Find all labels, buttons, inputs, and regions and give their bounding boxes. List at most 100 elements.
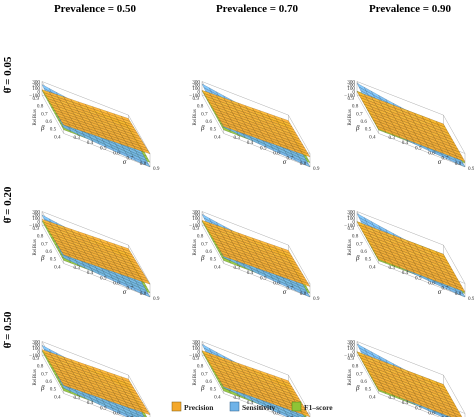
beta-tick-label: 0.7	[356, 111, 363, 117]
z-axis-label: RelBias	[347, 239, 353, 255]
sigma-tick-label: 0.3	[74, 395, 81, 401]
sigma-tick-label: 0.3	[389, 265, 396, 271]
z-tick-label: 200	[347, 343, 355, 349]
box-edge	[356, 341, 444, 376]
beta-tick-label: 0.9	[33, 356, 40, 362]
beta-tick-label: 0.5	[210, 387, 217, 393]
sigma-tick-label: 0.4	[247, 140, 254, 146]
sigma-tick-label: 0.6	[428, 281, 435, 287]
box-edge	[443, 244, 466, 284]
legend-swatch-f1	[291, 401, 302, 412]
z-tick-label: 300	[347, 209, 355, 215]
panels: 3002001000−100RelBias0.90.80.70.60.50.4β…	[29, 79, 474, 417]
z-tick-label: 200	[192, 213, 200, 219]
sigma-tick-label: 0.7	[287, 416, 294, 417]
sigma-tick-label: 0.3	[74, 135, 81, 141]
z-tick-label: 200	[192, 83, 200, 89]
sigma-tick-label: 0.5	[100, 145, 107, 151]
sigma-tick-label: 0.8	[140, 161, 147, 167]
z-tick-label: 0	[197, 89, 200, 95]
z-tick-label: 200	[32, 343, 40, 349]
z-tick-label: 0	[352, 89, 355, 95]
z-tick-label: −100	[29, 223, 40, 229]
z-tick-label: 300	[32, 209, 40, 215]
z-tick-label: −100	[344, 223, 355, 229]
beta-axis-label: β	[40, 254, 45, 262]
beta-axis-label: β	[200, 384, 205, 392]
panel-r3-c2: 3002001000−100RelBias0.90.80.70.60.50.4β…	[189, 339, 311, 417]
surface-cell-precision	[280, 117, 291, 124]
surface-cell-precision	[435, 251, 446, 258]
beta-tick-label: 0.8	[197, 104, 204, 110]
box-edge	[63, 263, 151, 298]
beta-tick-label: 0.8	[352, 104, 359, 110]
sigma-tick-label: 0.7	[127, 416, 134, 417]
box-edge	[41, 81, 129, 116]
sigma-tick-label: 0.8	[455, 291, 462, 297]
beta-tick-label: 0.4	[369, 264, 376, 270]
panel-r2-c2: 3002001000−100RelBias0.90.80.70.60.50.4β…	[189, 209, 320, 302]
surface-cell-precision	[435, 381, 446, 388]
beta-tick-label: 0.7	[356, 371, 363, 377]
sigma-tick-label: 0.3	[234, 265, 241, 271]
legend-swatch-sensitivity	[229, 401, 240, 412]
beta-tick-label: 0.8	[37, 234, 44, 240]
sigma-tick-label: 0.6	[273, 151, 280, 157]
sigma-tick-label: 0.9	[313, 296, 320, 302]
beta-tick-label: 0.6	[360, 119, 367, 125]
box-edge	[223, 263, 311, 298]
surface-cell-precision	[120, 115, 131, 122]
z-tick-label: 300	[347, 79, 355, 85]
panel-r3-c3: 3002001000−100RelBias0.90.80.70.60.50.4β…	[344, 339, 466, 417]
sigma-tick-label: 0.5	[260, 405, 267, 411]
sigma-tick-label: 0.8	[455, 161, 462, 167]
z-tick-label: 300	[347, 339, 355, 345]
sigma-tick-label: 0.5	[260, 145, 267, 151]
sigma-tick-label: 0.3	[74, 265, 81, 271]
z-axis-label: RelBias	[192, 369, 198, 385]
beta-tick-label: 0.8	[352, 234, 359, 240]
z-axis-label: RelBias	[347, 369, 353, 385]
z-tick-label: 0	[352, 349, 355, 355]
box-edge	[63, 393, 125, 417]
sigma-tick-label: 0.3	[234, 135, 241, 141]
z-tick-label: 300	[192, 339, 200, 345]
z-tick-label: 100	[192, 86, 200, 92]
beta-tick-label: 0.9	[348, 96, 355, 102]
beta-tick-label: 0.8	[37, 364, 44, 370]
beta-tick-label: 0.9	[33, 96, 40, 102]
beta-axis-label: β	[40, 384, 45, 392]
beta-tick-label: 0.4	[54, 264, 61, 270]
z-tick-label: 200	[347, 213, 355, 219]
z-axis-label: RelBias	[32, 239, 38, 255]
beta-tick-label: 0.7	[41, 111, 48, 117]
beta-tick-label: 0.4	[54, 394, 61, 400]
beta-tick-label: 0.6	[45, 249, 52, 255]
sigma-tick-label: 0.3	[234, 395, 241, 401]
sigma-tick-label: 0.7	[442, 286, 449, 292]
beta-tick-label: 0.9	[348, 356, 355, 362]
beta-tick-label: 0.4	[369, 394, 376, 400]
beta-tick-label: 0.6	[45, 379, 52, 385]
box-edge	[41, 211, 129, 246]
sigma-tick-label: 0.4	[402, 400, 409, 406]
box-edge	[288, 374, 311, 414]
z-axis-label: RelBias	[32, 109, 38, 125]
sigma-tick-label: 0.5	[100, 405, 107, 411]
box-edge	[41, 224, 64, 264]
beta-tick-label: 0.4	[369, 134, 376, 140]
box-edge	[223, 393, 285, 417]
sigma-tick-label: 0.4	[87, 270, 94, 276]
beta-tick-label: 0.9	[33, 226, 40, 232]
beta-tick-label: 0.8	[352, 364, 359, 370]
z-tick-label: −100	[189, 93, 200, 99]
beta-axis-label: β	[355, 384, 360, 392]
z-tick-label: −100	[344, 93, 355, 99]
sigma-tick-label: 0.4	[247, 270, 254, 276]
sigma-tick-label: 0.9	[313, 166, 320, 172]
z-tick-label: 100	[32, 86, 40, 92]
z-tick-label: 100	[32, 346, 40, 352]
beta-tick-label: 0.5	[50, 387, 57, 393]
sigma-tick-label: 0.7	[127, 156, 134, 162]
box-edge	[356, 224, 379, 264]
